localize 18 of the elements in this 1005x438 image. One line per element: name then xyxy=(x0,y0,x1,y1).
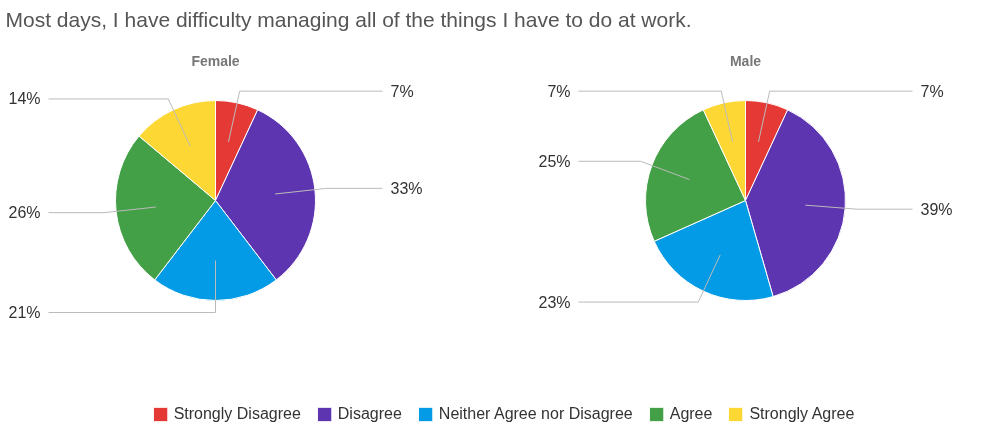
legend-label: Agree xyxy=(669,405,713,423)
data-label: 23% xyxy=(538,293,571,311)
data-label: 21% xyxy=(8,304,41,321)
data-label: 26% xyxy=(8,204,41,222)
data-label: 39% xyxy=(920,200,953,218)
slice-label: Female xyxy=(191,52,240,69)
legend-label: Strongly Disagree xyxy=(173,405,301,423)
data-label: 33% xyxy=(390,179,423,197)
data-label: 7% xyxy=(390,82,414,100)
legend-label: Neither Agree nor Disagree xyxy=(438,405,633,423)
data-label: 7% xyxy=(547,82,571,100)
data-label: 14% xyxy=(8,90,41,108)
data-label: 7% xyxy=(920,82,944,100)
legend-label: Strongly Agree xyxy=(749,405,855,423)
chart-title: Most days, I have difficulty managing all of the things I have to do at work. xyxy=(5,7,692,31)
slice-label: Male xyxy=(729,52,762,69)
data-label: 25% xyxy=(538,152,571,170)
legend-label: Disagree xyxy=(337,405,402,423)
